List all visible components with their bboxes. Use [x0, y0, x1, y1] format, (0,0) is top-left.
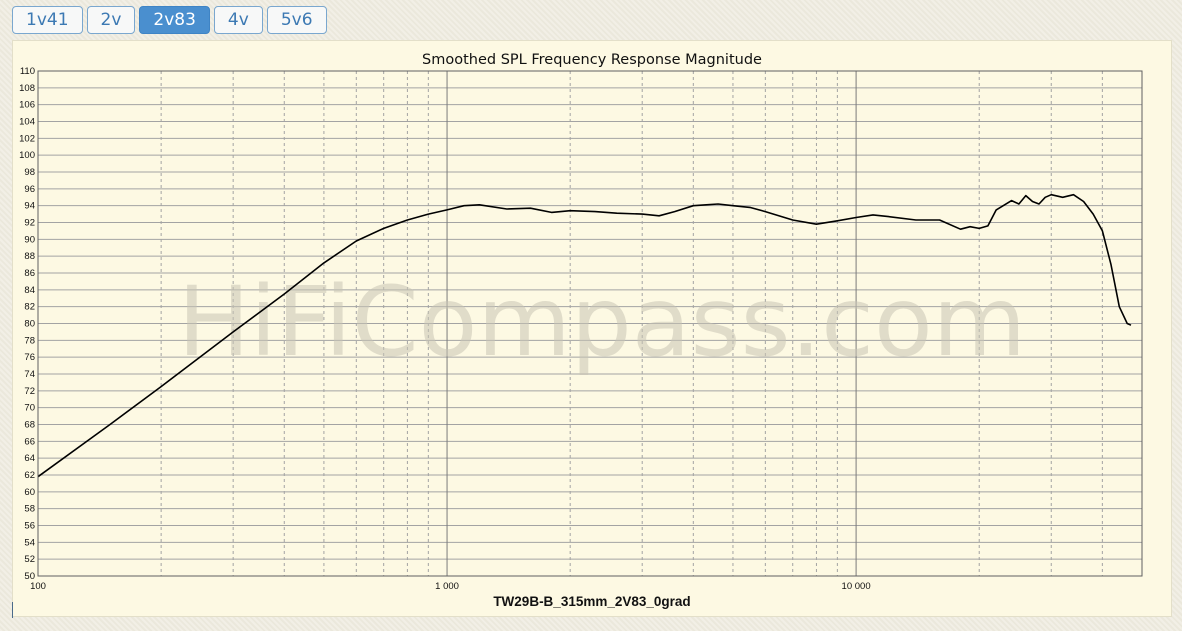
y-axis: 50 52 54 56 58 60 62 64 66 68 70 72 74 76 78 80 82 84 86 88…	[19, 66, 35, 582]
y-tick-label: 90	[24, 234, 35, 245]
series-line-0	[37, 193, 1132, 478]
x-axis: 100 1 000 10 000	[30, 581, 871, 592]
y-tick-label: 54	[24, 537, 35, 548]
tab-2v83[interactable]: 2v83	[139, 6, 210, 34]
y-tick-label: 110	[20, 66, 35, 77]
y-tick-label: 82	[24, 302, 35, 313]
y-tick-label: 56	[24, 521, 35, 532]
y-tick-label: 76	[24, 352, 35, 363]
y-tick-label: 92	[24, 218, 35, 229]
y-tick-label: 50	[24, 571, 35, 582]
chart-title: Smoothed SPL Frequency Response Magnitud…	[422, 52, 762, 68]
y-tick-label: 96	[24, 184, 35, 195]
y-tick-label: 66	[24, 436, 35, 447]
y-tick-label: 104	[19, 117, 35, 128]
tab-5v6[interactable]: 5v6	[266, 6, 327, 34]
y-tick-label: 102	[19, 133, 35, 144]
y-tick-label: 62	[24, 470, 35, 481]
y-tick-label: 64	[24, 453, 35, 464]
y-tick-label: 94	[24, 201, 35, 212]
y-tick-label: 68	[24, 420, 35, 431]
x-tick-label: 1 000	[435, 581, 459, 592]
x-tick-label: 100	[30, 581, 46, 592]
y-tick-label: 78	[24, 335, 35, 346]
x-tick-label: 10 000	[842, 581, 871, 592]
y-tick-label: 108	[19, 83, 35, 94]
watermark: HiFiCompass.com	[178, 266, 1026, 378]
frequency-response-chart: HiFiCompass.com 50 52 54 56 58 60 62 64 66 68 70 72…	[19, 52, 1143, 609]
tab-1v41[interactable]: 1v41	[12, 6, 83, 34]
tab-4v[interactable]: 4v	[213, 6, 263, 34]
y-tick-label: 100	[19, 150, 35, 161]
plot-frame	[37, 70, 1143, 577]
tab-2v[interactable]: 2v	[86, 6, 136, 34]
text-cursor	[12, 602, 13, 618]
tab-bar: 1v41 2v 2v83 4v 5v6	[12, 6, 327, 36]
x-axis-label: TW29B-B_315mm_2V83_0grad	[493, 594, 690, 609]
y-tick-label: 86	[24, 268, 35, 279]
y-tick-label: 60	[24, 487, 35, 498]
y-tick-label: 58	[24, 504, 35, 515]
y-tick-label: 88	[24, 251, 35, 262]
y-tick-label: 52	[24, 554, 35, 565]
y-tick-label: 84	[24, 285, 35, 296]
y-tick-label: 98	[24, 167, 35, 178]
y-tick-label: 80	[24, 319, 35, 330]
y-tick-label: 70	[24, 403, 35, 414]
y-tick-label: 72	[24, 386, 35, 397]
y-tick-label: 106	[19, 100, 35, 111]
y-tick-label: 74	[24, 369, 35, 380]
